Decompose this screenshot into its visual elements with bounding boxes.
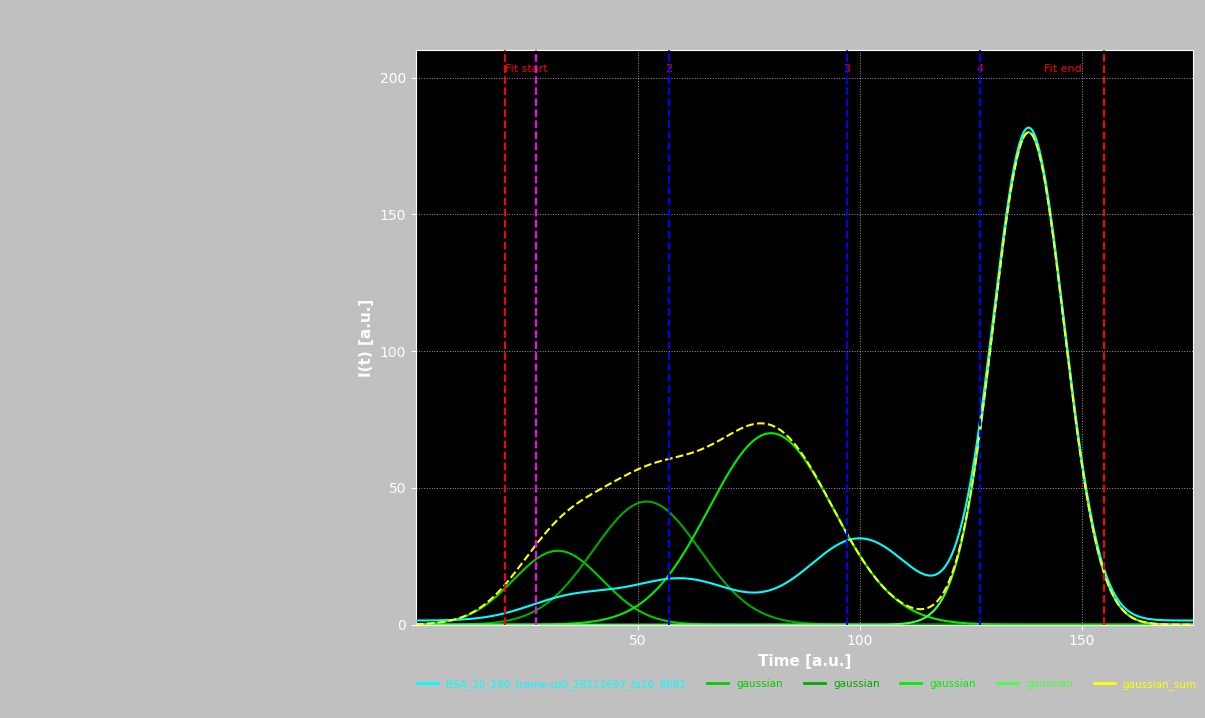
Text: Fit end: Fit end: [1045, 64, 1082, 74]
Text: Fit start: Fit start: [505, 64, 547, 74]
Y-axis label: I(t) [a.u.]: I(t) [a.u.]: [359, 299, 374, 376]
Text: 3: 3: [844, 64, 850, 74]
Text: 4: 4: [976, 64, 983, 74]
X-axis label: Time [a.u.]: Time [a.u.]: [758, 654, 851, 669]
Text: 2: 2: [665, 64, 672, 74]
Legend: BSA_20_280_frame-rp0_28111697_ts10_8681, gaussian, gaussian, gaussian, gaussian,: BSA_20_280_frame-rp0_28111697_ts10_8681,…: [413, 675, 1201, 694]
